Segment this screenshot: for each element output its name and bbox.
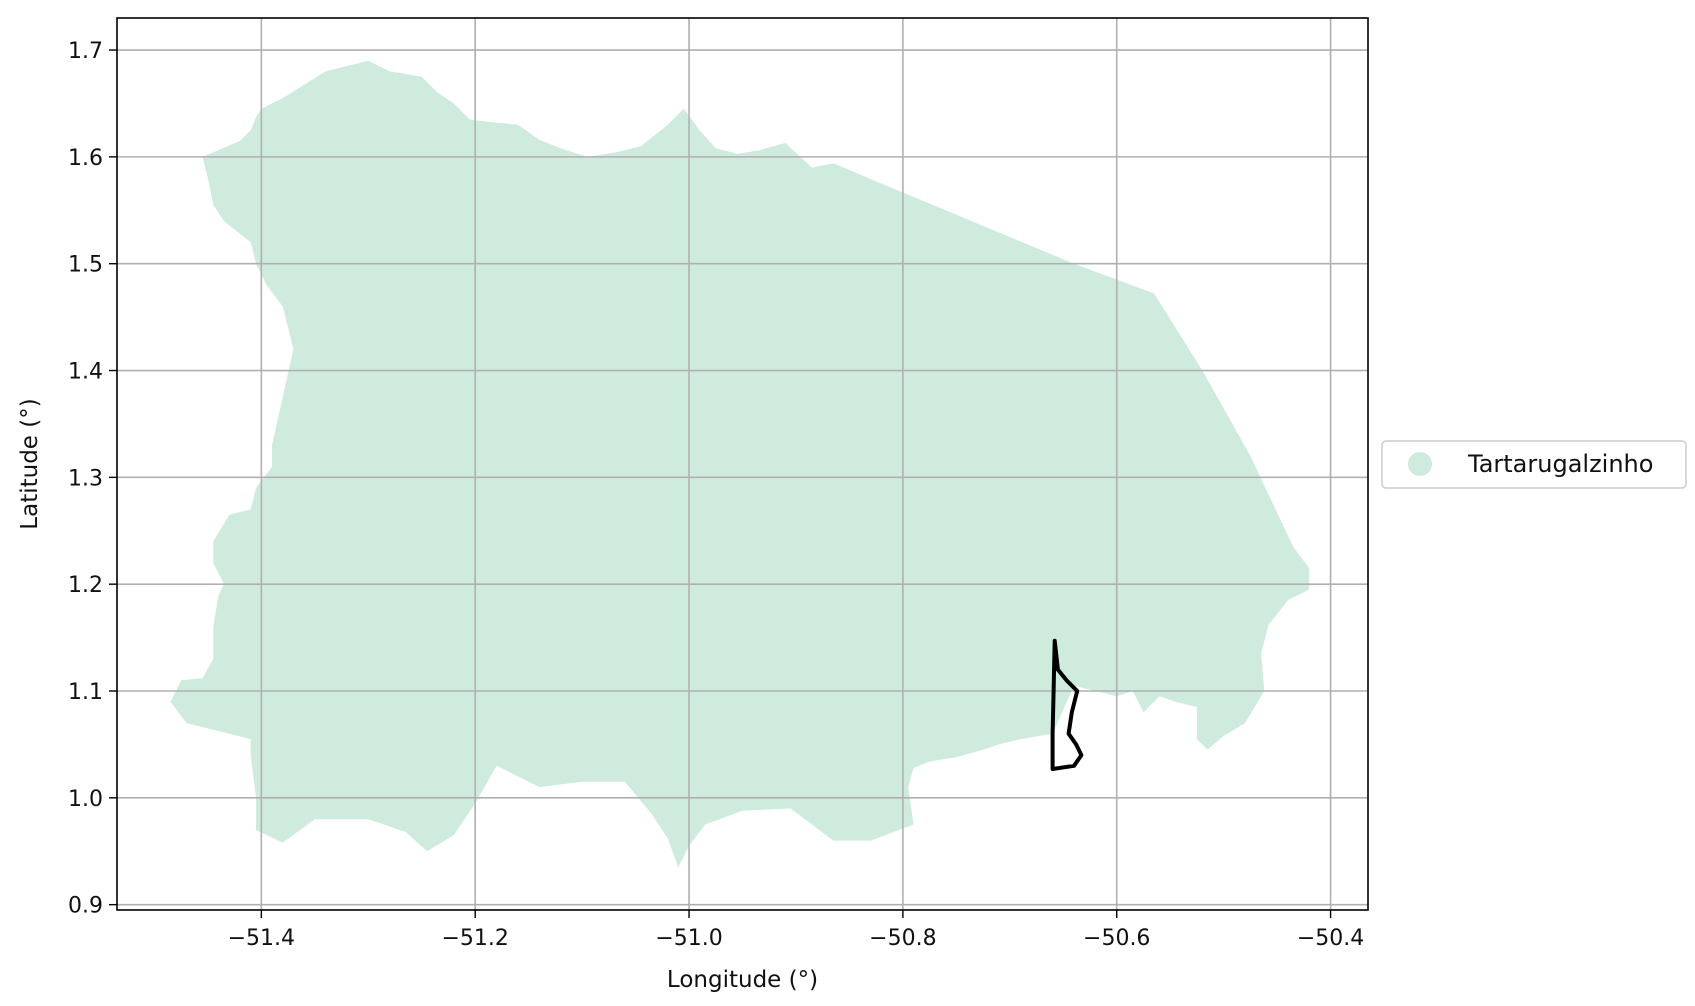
x-tick-label: −51.2 [441,926,508,951]
legend-marker-tartarugalzinho [1408,452,1432,476]
y-tick-label: 1.6 [68,146,103,171]
outline-layer [1050,638,1084,771]
grid-layer [117,18,1368,910]
y-axis-label: Latitude (°) [17,398,43,529]
plot-area [116,17,1369,911]
y-tick-label: 1.1 [68,680,103,705]
y-tick-label: 1.0 [68,787,103,812]
y-tick-label: 1.7 [68,39,103,64]
x-tick-label: −50.4 [1297,926,1364,951]
legend-box [1381,440,1687,489]
legend-label-tartarugalzinho: Tartarugalzinho [1467,450,1653,478]
legend: Tartarugalzinho [1381,440,1687,489]
x-tick-label: −51.0 [655,926,722,951]
y-tick-label: 1.5 [68,253,103,278]
y-tick-label: 1.3 [68,466,103,491]
highlight-outline [1050,638,1084,771]
x-tick-label: −51.4 [228,926,295,951]
x-axis-label: Longitude (°) [667,967,818,993]
y-axis: 0.9 1.0 1.1 1.2 1.3 1.4 1.5 1.6 1.7 [68,39,117,919]
x-axis: −51.4 −51.2 −51.0 −50.8 −50.6 −50.4 [228,910,1364,951]
x-tick-label: −50.6 [1083,926,1150,951]
y-tick-label: 0.9 [68,894,103,919]
y-tick-label: 1.4 [68,360,103,385]
x-tick-label: −50.8 [869,926,936,951]
region-tartarugalzinho [170,60,1310,868]
region-layer [170,60,1310,868]
y-tick-label: 1.2 [68,573,103,598]
plot-frame [116,17,1369,911]
